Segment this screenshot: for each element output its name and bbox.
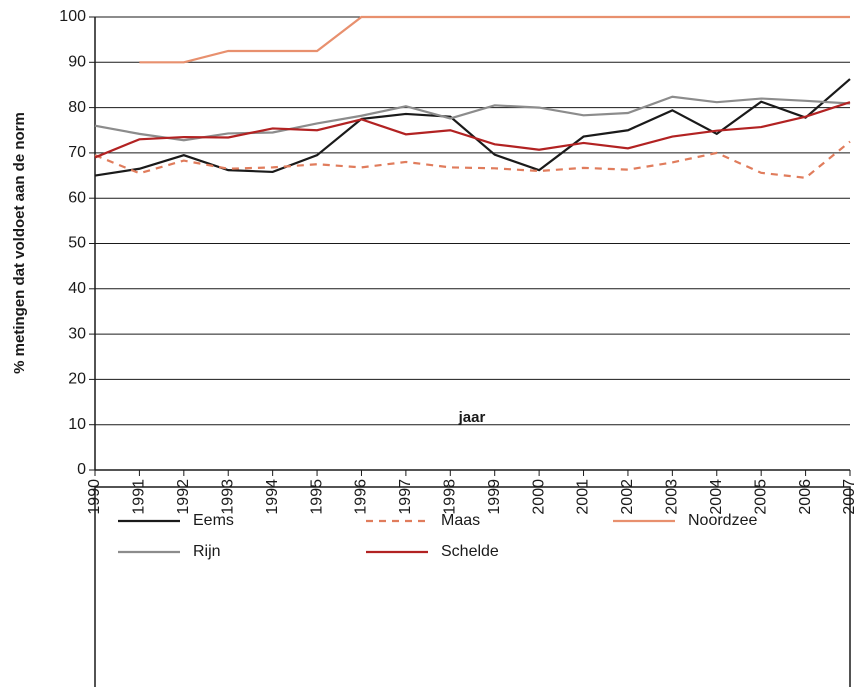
y-tick-label: 20 xyxy=(68,371,86,388)
x-tick-label: 2000 xyxy=(530,479,547,515)
x-tick-label: 1992 xyxy=(175,479,192,515)
line xyxy=(94,95,851,142)
y-tick-label: 90 xyxy=(68,54,86,71)
y-tick-label: 100 xyxy=(59,8,86,25)
x-tick-label: 2002 xyxy=(619,479,636,515)
x-tick-label: 1995 xyxy=(308,479,325,515)
y-tick-label: 40 xyxy=(68,280,86,297)
x-tick-label: 2001 xyxy=(575,479,592,515)
y-tick-label: 60 xyxy=(68,189,86,206)
line xyxy=(139,15,850,64)
legend-label: Noordzee xyxy=(688,512,757,529)
x-tick-label: 1996 xyxy=(353,479,370,515)
y-tick-label: 80 xyxy=(68,99,86,116)
x-tick-label: 2003 xyxy=(664,479,681,515)
y-tick-label: 0 xyxy=(77,461,86,478)
line xyxy=(94,140,851,179)
legend-label: Maas xyxy=(441,512,480,529)
x-tick-label: 1990 xyxy=(86,479,103,515)
x-tick-label: 1999 xyxy=(486,479,503,515)
x-tick-label: 1993 xyxy=(219,479,236,515)
x-tick-label: 2005 xyxy=(752,479,769,515)
x-tick-label: 1997 xyxy=(397,479,414,515)
legend-label: Rijn xyxy=(193,543,221,560)
x-tick-label: 1991 xyxy=(131,479,148,515)
x-tick-label: 2004 xyxy=(708,479,725,515)
legend-label: Schelde xyxy=(441,543,499,560)
y-axis-label: % metingen dat voldoet aan de norm xyxy=(11,112,28,374)
x-axis-label: jaar xyxy=(458,409,486,426)
x-tick-label: 1994 xyxy=(264,479,281,515)
y-tick-label: 70 xyxy=(68,144,86,161)
legend-label: Eems xyxy=(193,512,234,529)
y-tick-label: 10 xyxy=(68,416,86,433)
y-tick-label: 50 xyxy=(68,235,86,252)
x-tick-label: 1998 xyxy=(442,479,459,515)
x-tick-label: 2007 xyxy=(841,479,858,515)
y-tick-label: 30 xyxy=(68,325,86,342)
line xyxy=(94,101,851,159)
legend-box xyxy=(94,486,851,687)
x-tick-label: 2006 xyxy=(797,479,814,515)
